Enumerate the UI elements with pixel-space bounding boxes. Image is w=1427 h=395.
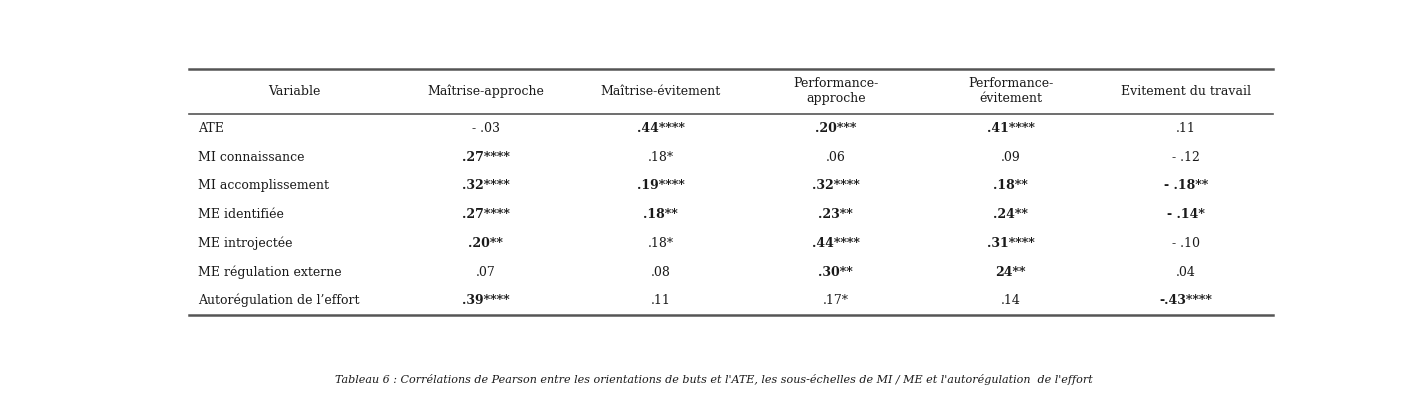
- Text: .19****: .19****: [636, 179, 685, 192]
- Text: ME introjectée: ME introjectée: [198, 237, 293, 250]
- Text: .31****: .31****: [987, 237, 1035, 250]
- Text: .41****: .41****: [987, 122, 1035, 135]
- Text: Autorégulation de l’effort: Autorégulation de l’effort: [198, 294, 360, 307]
- Text: Tableau 6 : Corrélations de Pearson entre les orientations de buts et l'ATE, les: Tableau 6 : Corrélations de Pearson entr…: [334, 374, 1093, 385]
- Text: .44****: .44****: [636, 122, 685, 135]
- Text: MI connaissance: MI connaissance: [198, 151, 305, 164]
- Text: .17*: .17*: [823, 294, 849, 307]
- Text: - .12: - .12: [1172, 151, 1200, 164]
- Text: Maîtrise-approche: Maîtrise-approche: [427, 85, 544, 98]
- Text: .23**: .23**: [819, 208, 853, 221]
- Text: .11: .11: [651, 294, 671, 307]
- Text: .04: .04: [1176, 265, 1196, 278]
- Text: .39****: .39****: [462, 294, 509, 307]
- Text: .27****: .27****: [462, 208, 509, 221]
- Text: .14: .14: [1000, 294, 1020, 307]
- Text: .18**: .18**: [993, 179, 1027, 192]
- Text: .20**: .20**: [468, 237, 504, 250]
- Text: .32****: .32****: [812, 179, 859, 192]
- Text: .20***: .20***: [815, 122, 856, 135]
- Text: .44****: .44****: [812, 237, 859, 250]
- Text: ME identifiée: ME identifiée: [198, 208, 284, 221]
- Text: .18*: .18*: [648, 151, 674, 164]
- Text: .07: .07: [477, 265, 495, 278]
- Text: - .14*: - .14*: [1167, 208, 1204, 221]
- Text: .27****: .27****: [462, 151, 509, 164]
- Text: Performance-
approche: Performance- approche: [793, 77, 879, 105]
- Text: .30**: .30**: [819, 265, 853, 278]
- Text: ATE: ATE: [198, 122, 224, 135]
- Text: .08: .08: [651, 265, 671, 278]
- Text: - .18**: - .18**: [1163, 179, 1207, 192]
- Text: ME régulation externe: ME régulation externe: [198, 265, 342, 279]
- Text: .11: .11: [1176, 122, 1196, 135]
- Text: .18**: .18**: [644, 208, 678, 221]
- Text: .09: .09: [1000, 151, 1020, 164]
- Text: .32****: .32****: [462, 179, 509, 192]
- Text: MI accomplissement: MI accomplissement: [198, 179, 330, 192]
- Text: Evitement du travail: Evitement du travail: [1120, 85, 1250, 98]
- Text: -.43****: -.43****: [1159, 294, 1212, 307]
- Text: Variable: Variable: [268, 85, 320, 98]
- Text: .18*: .18*: [648, 237, 674, 250]
- Text: Performance-
évitement: Performance- évitement: [968, 77, 1053, 105]
- Text: .24**: .24**: [993, 208, 1029, 221]
- Text: .06: .06: [826, 151, 846, 164]
- Text: Maîtrise-évitement: Maîtrise-évitement: [601, 85, 721, 98]
- Text: - .10: - .10: [1172, 237, 1200, 250]
- Text: - .03: - .03: [472, 122, 499, 135]
- Text: 24**: 24**: [996, 265, 1026, 278]
